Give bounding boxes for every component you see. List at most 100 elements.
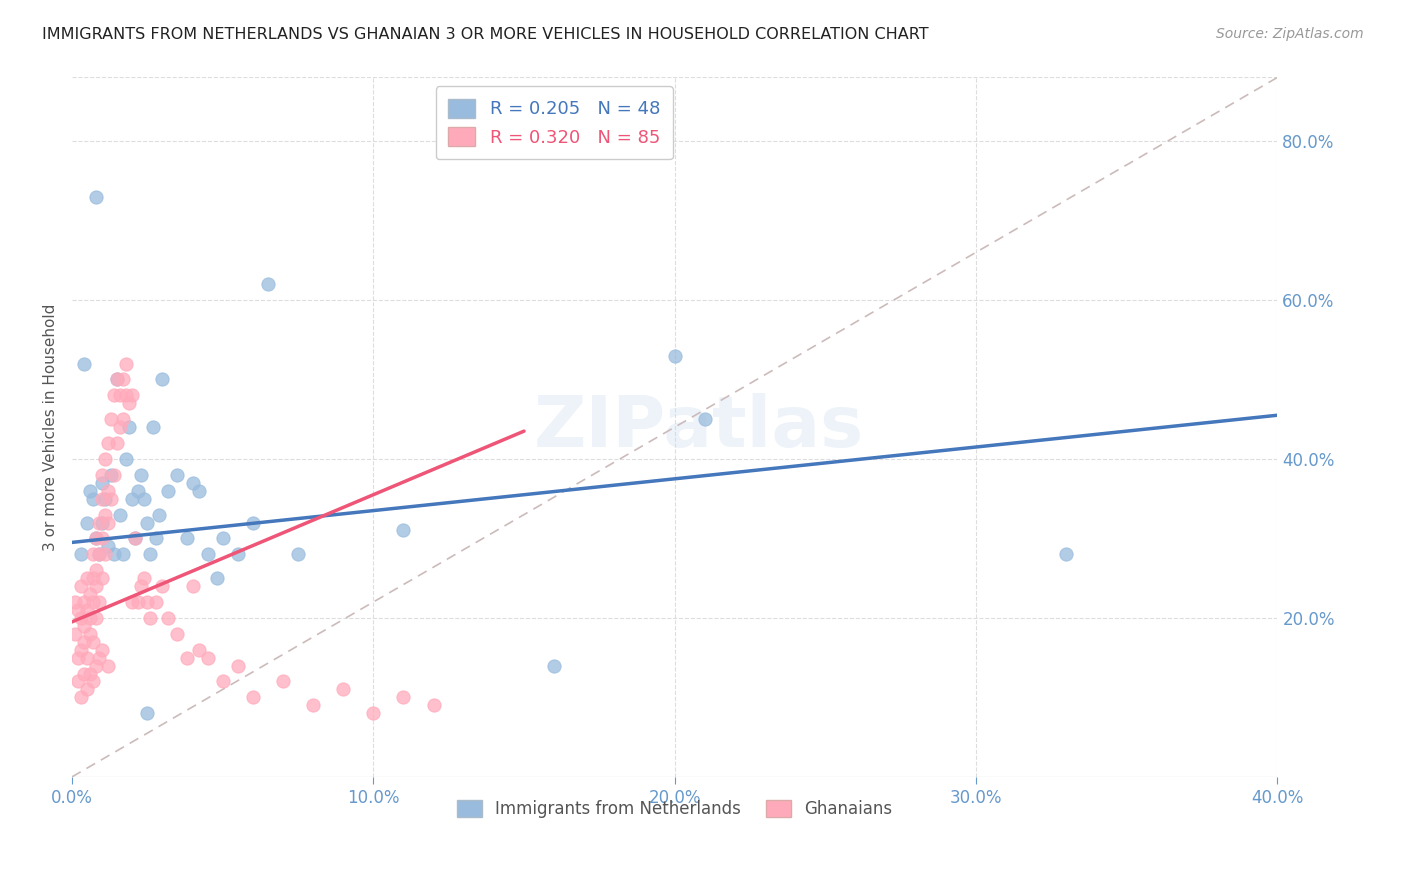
Point (187, 483, 209, 498)
Point (176, 650, 198, 665)
Point (84, 658, 107, 673)
Point (73, 357, 96, 371)
Point (73, 634, 96, 648)
Point (79, 483, 101, 498)
Point (166, 467, 188, 482)
Point (664, 349, 686, 363)
Point (152, 372, 174, 386)
Point (181, 475, 204, 490)
Y-axis label: 3 or more Vehicles in Household: 3 or more Vehicles in Household (44, 303, 58, 551)
Point (152, 579, 174, 593)
Point (392, 524, 415, 538)
Point (79, 587, 101, 601)
Point (693, 412, 716, 426)
Point (89, 547, 111, 561)
Point (91, 467, 114, 482)
Text: ZIPatlas: ZIPatlas (534, 392, 863, 462)
Point (118, 420, 141, 434)
Point (197, 547, 219, 561)
Point (148, 508, 170, 522)
Point (82, 571, 104, 585)
Point (67, 650, 90, 665)
Point (89, 516, 111, 530)
Point (176, 532, 198, 546)
Point (142, 420, 165, 434)
Point (89, 650, 111, 665)
Point (110, 508, 132, 522)
Point (242, 690, 264, 705)
Point (94, 547, 117, 561)
Point (110, 420, 132, 434)
Point (124, 532, 146, 546)
Point (134, 491, 156, 506)
Point (134, 571, 156, 585)
Text: IMMIGRANTS FROM NETHERLANDS VS GHANAIAN 3 OR MORE VEHICLES IN HOUSEHOLD CORRELAT: IMMIGRANTS FROM NETHERLANDS VS GHANAIAN … (42, 27, 929, 42)
Point (131, 579, 153, 593)
Point (121, 491, 143, 506)
Point (91, 642, 114, 657)
Point (110, 388, 132, 402)
Point (115, 388, 138, 402)
Point (543, 658, 565, 673)
Point (121, 388, 143, 402)
Point (124, 532, 146, 546)
Point (97, 436, 120, 450)
Point (1056, 547, 1078, 561)
Point (63, 627, 86, 641)
Point (70, 547, 93, 561)
Point (70, 690, 93, 705)
Point (91, 532, 114, 546)
Point (226, 547, 249, 561)
Point (157, 483, 180, 498)
Point (70, 642, 93, 657)
Point (145, 595, 167, 609)
Point (139, 547, 162, 561)
Point (94, 452, 117, 467)
Point (89, 595, 111, 609)
Point (91, 516, 114, 530)
Point (211, 532, 233, 546)
Point (422, 698, 444, 713)
Point (136, 516, 159, 530)
Point (79, 611, 101, 625)
Point (73, 595, 96, 609)
Point (121, 595, 143, 609)
Point (100, 491, 122, 506)
Point (76, 682, 98, 697)
Point (100, 412, 122, 426)
Point (94, 508, 117, 522)
Point (84, 189, 107, 203)
Point (332, 682, 354, 697)
Point (139, 611, 162, 625)
Point (103, 547, 125, 561)
Point (82, 547, 104, 561)
Point (131, 467, 153, 482)
Point (91, 571, 114, 585)
Point (105, 372, 128, 386)
Point (112, 372, 135, 386)
Point (67, 603, 90, 617)
Point (271, 674, 294, 689)
Point (63, 595, 86, 609)
Point (103, 467, 125, 482)
Point (73, 619, 96, 633)
Point (70, 579, 93, 593)
Point (79, 666, 101, 681)
Text: Source: ZipAtlas.com: Source: ZipAtlas.com (1216, 27, 1364, 41)
Point (136, 595, 159, 609)
Point (287, 547, 309, 561)
Point (166, 627, 188, 641)
Point (257, 277, 280, 291)
Point (76, 571, 98, 585)
Point (392, 690, 415, 705)
Point (82, 674, 104, 689)
Point (181, 579, 204, 593)
Point (363, 706, 385, 721)
Point (97, 516, 120, 530)
Point (94, 491, 117, 506)
Point (118, 396, 141, 410)
Point (157, 611, 180, 625)
Point (103, 388, 125, 402)
Point (97, 540, 120, 554)
Point (67, 674, 90, 689)
